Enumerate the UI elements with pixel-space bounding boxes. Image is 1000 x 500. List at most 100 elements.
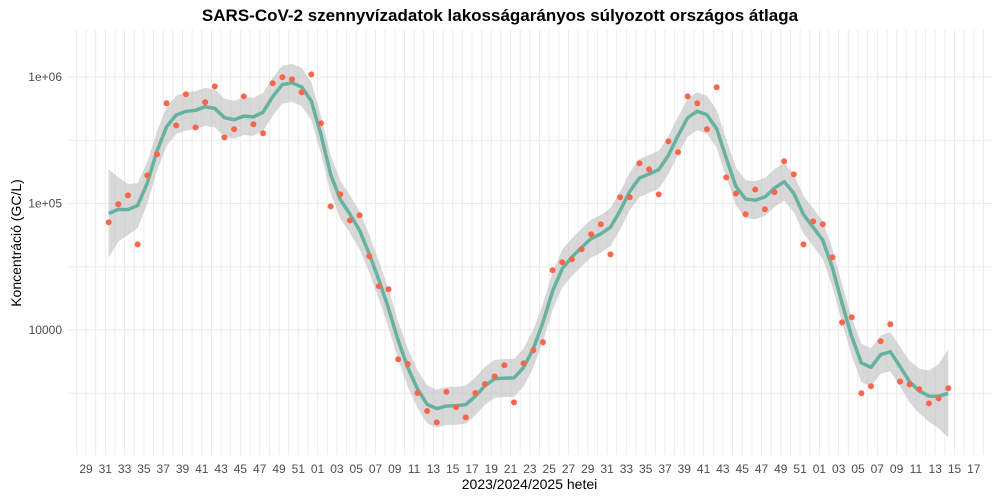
data-point	[694, 100, 701, 107]
data-point	[568, 256, 575, 263]
x-tick-label: 45	[234, 462, 248, 476]
x-tick-label: 43	[214, 462, 228, 476]
data-point	[636, 160, 643, 167]
x-tick-label: 15	[948, 462, 962, 476]
data-point	[298, 89, 305, 96]
data-point	[482, 381, 489, 388]
x-tick-label: 23	[523, 462, 537, 476]
x-tick-label: 17	[465, 462, 479, 476]
x-tick-label: 43	[716, 462, 730, 476]
x-tick-label: 35	[639, 462, 653, 476]
data-point	[703, 126, 710, 133]
data-point	[626, 194, 633, 201]
data-point	[395, 356, 402, 363]
x-tick-label: 41	[195, 462, 209, 476]
data-point	[385, 286, 392, 293]
data-point	[308, 71, 315, 78]
x-tick-label: 33	[620, 462, 634, 476]
data-point	[182, 91, 189, 98]
data-point	[713, 84, 720, 91]
x-tick-label: 27	[562, 462, 576, 476]
data-point	[800, 241, 807, 248]
x-tick-label: 07	[369, 462, 383, 476]
data-point	[317, 120, 324, 127]
y-tick-label: 1e+06	[28, 70, 62, 84]
data-point	[646, 166, 653, 173]
x-tick-label: 17	[967, 462, 981, 476]
data-point	[530, 347, 537, 354]
data-point	[916, 386, 923, 393]
data-point	[404, 361, 411, 368]
x-tick-label: 51	[292, 462, 306, 476]
data-point	[134, 241, 141, 248]
data-point	[675, 149, 682, 156]
data-point	[211, 83, 218, 90]
data-point	[819, 221, 826, 228]
data-point	[153, 151, 160, 158]
data-point	[848, 314, 855, 321]
x-tick-label: 29	[79, 462, 93, 476]
data-point	[124, 192, 131, 199]
x-tick-label: 07	[871, 462, 885, 476]
data-point	[144, 172, 151, 179]
data-point	[868, 383, 875, 390]
data-point	[221, 134, 228, 141]
x-tick-label: 39	[176, 462, 190, 476]
data-point	[443, 388, 450, 395]
x-tick-label: 29	[581, 462, 595, 476]
data-point	[935, 395, 942, 402]
data-point	[665, 138, 672, 145]
data-point	[684, 93, 691, 100]
x-tick-label: 13	[929, 462, 943, 476]
x-tick-label: 25	[543, 462, 557, 476]
data-point	[105, 219, 112, 226]
data-point	[742, 211, 749, 218]
data-point	[617, 194, 624, 201]
data-point	[607, 251, 614, 258]
data-point	[366, 253, 373, 260]
data-point	[327, 203, 334, 210]
data-point	[520, 360, 527, 367]
data-point	[896, 378, 903, 385]
x-tick-label: 05	[350, 462, 364, 476]
data-point	[510, 399, 517, 406]
data-point	[501, 362, 508, 369]
x-tick-label: 45	[736, 462, 750, 476]
data-point	[356, 212, 363, 219]
data-point	[723, 174, 730, 181]
data-point	[202, 99, 209, 106]
data-point	[337, 191, 344, 198]
x-tick-label: 31	[600, 462, 614, 476]
data-point	[269, 80, 276, 87]
data-point	[192, 124, 199, 131]
x-tick-label: 51	[793, 462, 807, 476]
data-point	[810, 218, 817, 225]
y-tick-label: 1e+05	[28, 197, 62, 211]
x-tick-label: 35	[137, 462, 151, 476]
x-tick-label: 37	[658, 462, 672, 476]
y-tick-label: 10000	[29, 323, 63, 337]
x-tick-label: 41	[697, 462, 711, 476]
data-point	[597, 221, 604, 228]
x-tick-label: 15	[446, 462, 460, 476]
data-point	[781, 158, 788, 165]
x-tick-label: 47	[755, 462, 769, 476]
data-point	[945, 385, 952, 392]
data-point	[279, 74, 286, 81]
data-point	[790, 171, 797, 178]
data-point	[858, 390, 865, 397]
x-tick-label: 11	[408, 462, 421, 476]
x-tick-label: 01	[311, 462, 325, 476]
x-tick-label: 09	[890, 462, 904, 476]
x-tick-label: 47	[253, 462, 267, 476]
x-tick-label: 33	[118, 462, 132, 476]
x-tick-label: 19	[485, 462, 499, 476]
data-point	[472, 389, 479, 396]
x-tick-label: 03	[330, 462, 344, 476]
data-point	[115, 201, 122, 208]
data-point	[877, 338, 884, 345]
data-point	[375, 283, 382, 290]
data-point	[289, 76, 296, 83]
x-tick-label: 21	[504, 462, 518, 476]
x-tick-label: 49	[272, 462, 286, 476]
